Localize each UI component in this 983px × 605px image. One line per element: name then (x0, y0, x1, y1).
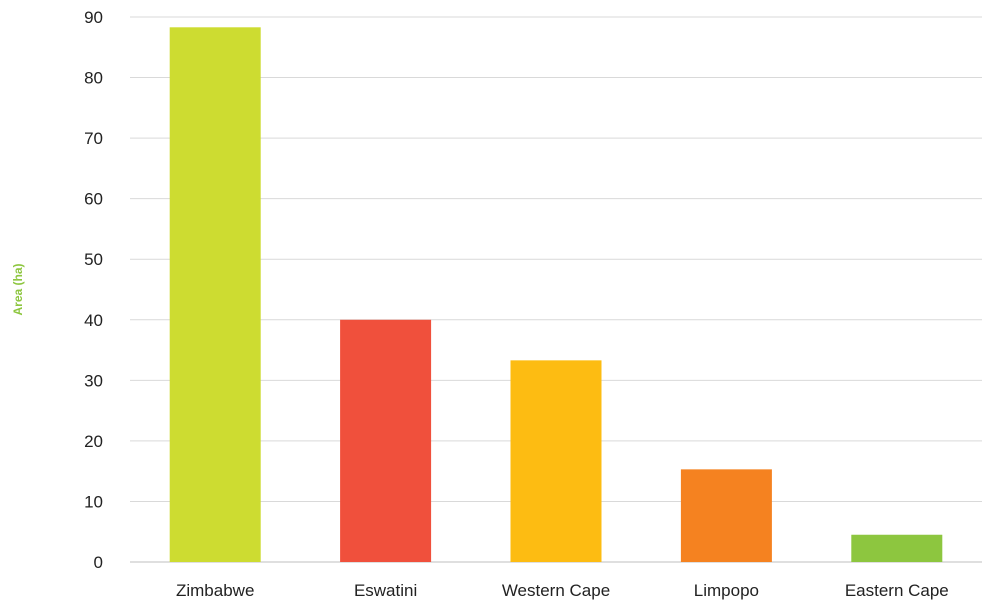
bar-limpopo (680, 469, 772, 562)
y-tick-label: 10 (84, 492, 103, 511)
bars (169, 27, 943, 563)
y-tick-label: 70 (84, 129, 103, 148)
x-tick-label: Eswatini (354, 581, 417, 600)
x-tick-label: Zimbabwe (176, 581, 254, 600)
y-tick-label: 90 (84, 8, 103, 27)
y-tick-label: 20 (84, 432, 103, 451)
bar-zimbabwe (169, 27, 261, 563)
y-tick-label: 40 (84, 311, 103, 330)
x-tick-label: Limpopo (694, 581, 759, 600)
y-tick-label: 60 (84, 190, 103, 209)
y-tick-label: 0 (94, 553, 103, 572)
x-axis-ticks: Zimbabwe Eswatini Western Cape Limpopo Easte… (176, 581, 949, 600)
y-axis-title: Area (ha) (11, 263, 25, 315)
gridlines (130, 16, 982, 563)
bar-western-cape (510, 360, 602, 562)
y-tick-label: 50 (84, 250, 103, 269)
x-tick-label: Western Cape (502, 581, 610, 600)
y-tick-label: 80 (84, 69, 103, 88)
y-axis-ticks: 0 10 20 30 40 50 60 70 80 90 (84, 8, 103, 572)
x-tick-label: Eastern Cape (845, 581, 949, 600)
bar-eswatini (340, 319, 432, 562)
bar-eastern-cape (851, 534, 943, 562)
y-tick-label: 30 (84, 371, 103, 390)
